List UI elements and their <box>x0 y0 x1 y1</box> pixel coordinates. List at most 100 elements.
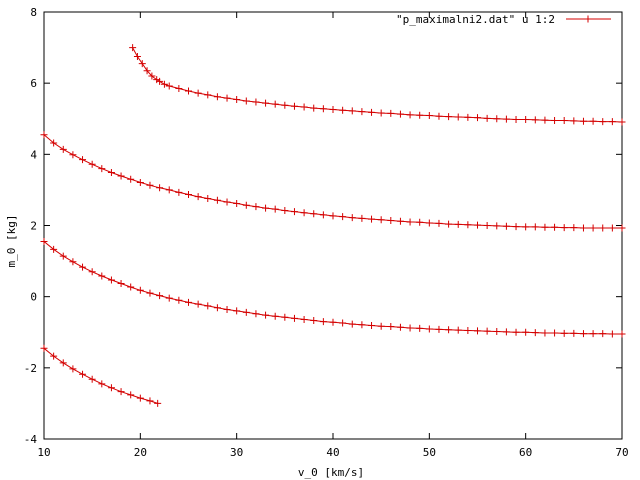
data-point <box>348 320 356 328</box>
data-point <box>290 314 298 322</box>
data-point <box>223 94 231 102</box>
series-3 <box>40 238 626 338</box>
data-point <box>117 280 125 288</box>
data-point <box>117 388 125 396</box>
data-point <box>40 238 48 246</box>
data-point <box>512 223 520 231</box>
data-point <box>319 318 327 326</box>
data-point <box>474 114 481 122</box>
data-point <box>599 224 607 232</box>
data-point <box>59 252 67 260</box>
data-point <box>146 397 154 405</box>
data-point <box>396 110 404 118</box>
series-1 <box>129 44 626 126</box>
data-point <box>406 111 414 119</box>
data-point <box>445 113 453 121</box>
data-point <box>541 329 549 337</box>
data-point <box>599 118 607 126</box>
data-point <box>368 321 376 329</box>
data-point <box>396 217 404 225</box>
x-tick-label: 40 <box>326 446 339 459</box>
y-tick-label: 8 <box>30 6 37 19</box>
data-point <box>194 193 202 201</box>
x-tick-label: 70 <box>615 446 628 459</box>
data-point <box>483 327 491 335</box>
data-point <box>454 113 462 121</box>
data-point <box>156 184 164 192</box>
data-point <box>387 217 395 225</box>
data-point <box>579 117 587 125</box>
data-point <box>522 328 530 336</box>
data-point <box>589 117 597 125</box>
data-point <box>50 245 58 253</box>
data-point <box>213 93 221 101</box>
data-point <box>377 109 385 117</box>
data-point <box>262 311 270 319</box>
data-point <box>512 328 520 336</box>
data-point <box>368 108 376 116</box>
data-point <box>522 115 530 123</box>
data-point <box>290 102 298 110</box>
legend-label: "p_maximalni2.dat" u 1:2 <box>396 13 555 26</box>
data-point <box>454 220 462 228</box>
data-point <box>474 327 481 335</box>
axis-ticks: 10 20 30 40 50 60 70 -4 -2 0 2 4 6 8 <box>24 6 629 459</box>
data-point <box>551 223 559 231</box>
data-point <box>175 296 183 304</box>
data-point <box>88 268 96 276</box>
y-tick-label: 2 <box>30 220 37 233</box>
data-point <box>579 330 587 338</box>
data-point <box>368 215 376 223</box>
y-tick-label: -4 <box>24 433 38 446</box>
data-point <box>165 186 173 194</box>
data-point <box>290 208 298 216</box>
y-tick-label: 4 <box>30 148 37 161</box>
data-point <box>560 329 568 337</box>
data-point <box>69 151 77 159</box>
data-point <box>618 224 626 232</box>
data-point <box>98 380 106 388</box>
data-point <box>194 89 202 97</box>
data-point <box>300 209 308 217</box>
data-point <box>541 116 549 124</box>
data-point <box>339 319 347 327</box>
data-point <box>618 330 626 338</box>
data-point <box>329 318 337 326</box>
data-point <box>165 82 173 90</box>
data-point <box>117 172 125 180</box>
data-point <box>185 298 192 306</box>
data-point <box>204 194 212 202</box>
data-point <box>204 91 212 99</box>
data-point <box>329 105 337 113</box>
y-axis-label: m_0 [kg] <box>5 215 18 268</box>
data-point <box>129 44 137 52</box>
data-point <box>148 72 156 80</box>
data-point <box>541 223 549 231</box>
data-point <box>252 98 260 106</box>
x-tick-label: 60 <box>519 446 532 459</box>
data-point <box>213 304 221 312</box>
data-point <box>175 85 183 93</box>
data-point <box>483 114 491 122</box>
data-point <box>377 216 385 224</box>
data-point <box>551 117 559 125</box>
data-point <box>146 181 154 189</box>
data-point <box>464 221 472 229</box>
data-point <box>213 196 221 204</box>
data-point <box>377 322 385 330</box>
data-point <box>483 222 491 229</box>
x-tick-label: 20 <box>134 446 147 459</box>
data-point <box>358 321 366 329</box>
data-point <box>584 15 592 23</box>
data-point <box>252 310 260 318</box>
data-point <box>136 286 144 294</box>
data-point <box>435 219 443 227</box>
data-point <box>589 224 597 232</box>
data-point <box>79 156 87 164</box>
data-point <box>160 80 168 88</box>
data-point <box>156 77 164 85</box>
data-point <box>425 219 433 227</box>
data-point <box>69 365 77 373</box>
